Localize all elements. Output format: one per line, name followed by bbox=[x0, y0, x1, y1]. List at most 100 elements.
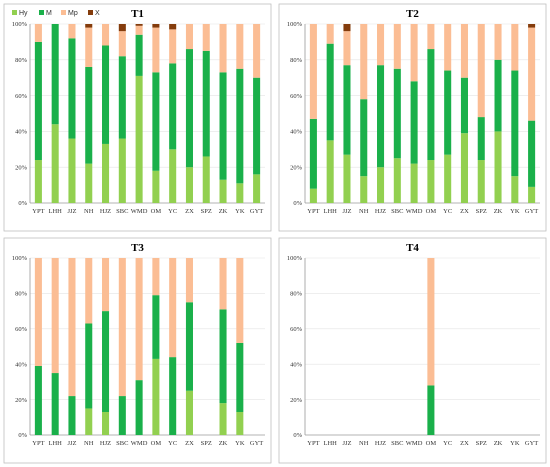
bar-segment-jjz-m bbox=[68, 38, 76, 139]
bar-segment-sbc-hy bbox=[393, 158, 401, 203]
bar-segment-wmd-hy bbox=[135, 75, 143, 203]
x-tick-label: SBC bbox=[116, 208, 128, 215]
bar-segment-nh-m bbox=[85, 66, 93, 164]
legend-swatch-m bbox=[39, 10, 44, 15]
y-tick-label: 60% bbox=[290, 326, 303, 333]
legend-label-m: M bbox=[46, 10, 52, 17]
x-tick-label: JJZ bbox=[342, 208, 351, 215]
x-tick-label: ZX bbox=[185, 208, 194, 215]
bar-segment-zx-hy bbox=[185, 167, 193, 203]
x-tick-label: YC bbox=[168, 440, 177, 447]
x-tick-label: YK bbox=[235, 208, 245, 215]
y-tick-label: 100% bbox=[12, 21, 28, 28]
bar-segment-gyt-mp bbox=[528, 27, 536, 121]
bar-segment-jjz-m bbox=[343, 65, 351, 155]
x-tick-label: WMD bbox=[131, 208, 148, 215]
x-tick-label: YPT bbox=[32, 440, 44, 447]
bar-segment-sbc-hy bbox=[118, 138, 126, 203]
bar-segment-nh-hy bbox=[85, 408, 93, 435]
bar-segment-spz-m bbox=[202, 50, 210, 157]
legend-label-mp: Mp bbox=[68, 10, 78, 17]
x-tick-label: OM bbox=[426, 208, 437, 215]
bar-segment-gyt-m bbox=[528, 120, 536, 187]
bar-segment-yk-m bbox=[236, 68, 244, 184]
bar-segment-yc-mp bbox=[169, 258, 177, 358]
bar-segment-lhh-m bbox=[51, 373, 59, 435]
x-tick-label: ZX bbox=[185, 440, 194, 447]
bar-segment-sbc-m bbox=[118, 396, 126, 435]
y-tick-label: 100% bbox=[287, 21, 303, 28]
bar-segment-ypt-m bbox=[34, 41, 42, 161]
bar-segment-gyt-hy bbox=[528, 186, 536, 203]
x-tick-label: GYT bbox=[525, 440, 538, 447]
x-tick-label: YPT bbox=[32, 208, 44, 215]
x-tick-label: NH bbox=[359, 440, 369, 447]
bar-segment-zx-m bbox=[185, 302, 193, 391]
bar-segment-zx-hy bbox=[460, 133, 468, 203]
x-tick-label: LHH bbox=[323, 208, 337, 215]
bar-segment-yk-hy bbox=[511, 176, 519, 203]
x-tick-label: WMD bbox=[406, 440, 423, 447]
bar-segment-zk-mp bbox=[219, 258, 227, 310]
y-tick-label: 40% bbox=[290, 361, 303, 368]
x-tick-label: YC bbox=[443, 440, 452, 447]
bar-segment-lhh-mp bbox=[51, 258, 59, 374]
x-tick-label: YK bbox=[510, 440, 520, 447]
bar-segment-om-m bbox=[152, 72, 160, 171]
chart-title: T3 bbox=[131, 242, 144, 254]
bar-segment-wmd-m bbox=[135, 34, 143, 76]
legend-swatch-x bbox=[88, 10, 93, 15]
bar-segment-ypt-mp bbox=[34, 24, 42, 42]
bar-segment-hjz-mp bbox=[102, 24, 110, 46]
bar-segment-om-m bbox=[152, 295, 160, 359]
bar-segment-zk-m bbox=[494, 59, 502, 132]
x-tick-label: SPZ bbox=[476, 440, 487, 447]
x-tick-label: NH bbox=[84, 440, 94, 447]
y-tick-label: 80% bbox=[15, 57, 28, 64]
x-tick-label: YC bbox=[443, 208, 452, 215]
x-tick-label: NH bbox=[84, 208, 94, 215]
x-tick-label: YK bbox=[510, 208, 520, 215]
bar-segment-zk-hy bbox=[219, 403, 227, 435]
bar-segment-zk-mp bbox=[494, 24, 502, 60]
bar-segment-yc-hy bbox=[444, 154, 452, 203]
bar-segment-zk-mp bbox=[219, 24, 227, 73]
bar-segment-hjz-hy bbox=[377, 167, 385, 203]
bar-segment-gyt-x bbox=[528, 24, 536, 28]
bar-segment-zx-hy bbox=[185, 390, 193, 435]
x-tick-label: SPZ bbox=[476, 208, 487, 215]
x-tick-label: JJZ bbox=[67, 440, 76, 447]
x-tick-label: OM bbox=[426, 440, 437, 447]
bar-segment-yk-mp bbox=[511, 24, 519, 71]
bar-segment-spz-hy bbox=[477, 160, 485, 203]
x-tick-label: HJZ bbox=[375, 440, 386, 447]
bar-segment-jjz-mp bbox=[68, 24, 76, 39]
x-tick-label: HJZ bbox=[100, 440, 111, 447]
bar-segment-nh-m bbox=[360, 99, 368, 177]
x-tick-label: YPT bbox=[307, 208, 319, 215]
bar-segment-sbc-m bbox=[118, 56, 126, 139]
bar-segment-om-m bbox=[427, 49, 435, 161]
bar-segment-zx-mp bbox=[185, 24, 193, 50]
bar-segment-wmd-m bbox=[135, 380, 143, 435]
bar-segment-wmd-mp bbox=[135, 258, 143, 381]
bar-segment-jjz-hy bbox=[343, 154, 351, 203]
x-tick-label: SBC bbox=[391, 440, 403, 447]
bar-segment-om-hy bbox=[152, 170, 160, 203]
bar-segment-gyt-hy bbox=[253, 174, 261, 203]
x-tick-label: ZK bbox=[494, 208, 503, 215]
bar-segment-om-hy bbox=[152, 358, 160, 435]
bar-segment-zk-hy bbox=[494, 131, 502, 203]
bar-segment-ypt-hy bbox=[34, 160, 42, 203]
y-tick-label: 20% bbox=[15, 397, 28, 404]
x-tick-label: LHH bbox=[323, 440, 337, 447]
bar-segment-om-mp bbox=[152, 27, 160, 73]
x-tick-label: OM bbox=[151, 208, 162, 215]
bar-segment-wmd-mp bbox=[410, 24, 418, 82]
chart-title: T1 bbox=[131, 8, 144, 20]
bar-segment-yk-mp bbox=[236, 258, 244, 343]
bar-segment-ypt-mp bbox=[309, 24, 317, 119]
y-tick-label: 40% bbox=[15, 129, 28, 136]
legend-swatch-hy bbox=[12, 10, 17, 15]
